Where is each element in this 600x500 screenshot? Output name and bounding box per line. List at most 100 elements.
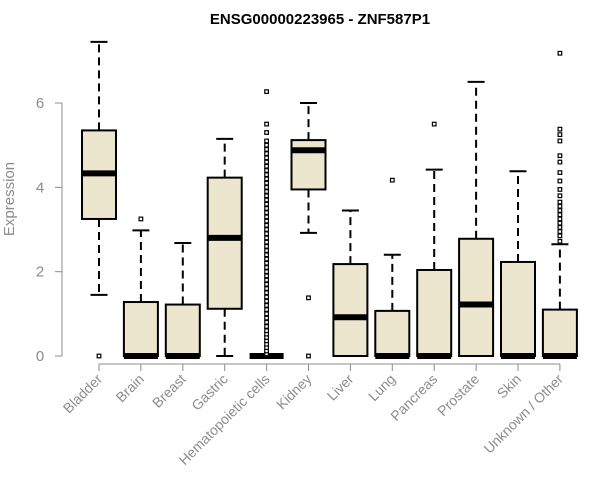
outlier-point [264,281,269,287]
outlier-point [264,319,269,325]
outlier-point [264,206,269,211]
outlier-point [264,142,269,148]
outlier-point [264,265,269,270]
x-tick-label: Brain [113,371,147,405]
outlier-point [264,239,269,245]
outlier-point [557,50,563,56]
box [374,309,411,357]
outlier-point [264,159,269,165]
outlier-point [264,307,269,313]
outlier-point [264,168,269,173]
outlier-point [264,256,269,262]
outlier-point [306,295,311,301]
box [500,260,536,357]
outlier-point [557,224,563,230]
outlier-point [264,294,269,300]
outlier-point [264,277,269,283]
outlier-point [264,197,269,203]
outlier-point [264,176,269,182]
box [541,308,578,358]
outlier-point [264,146,269,152]
outlier-point [557,212,563,218]
outlier-point [96,353,102,359]
outlier-point [264,273,269,279]
outlier-point [264,231,269,237]
box [206,176,243,310]
outlier-point [264,243,269,249]
y-axis-label: Expression [1,162,18,236]
outlier-point [306,353,311,359]
x-tick-label: Prostate [434,371,482,419]
x-tick-label: Pancreas [387,371,440,424]
outlier-point [264,180,269,186]
outlier-point [557,132,563,138]
outlier-point [557,233,563,239]
outlier-point [264,214,269,220]
x-tick-label: Skin [494,371,525,402]
outlier-point [557,203,563,209]
box [164,303,201,358]
y-tick-label: 6 [36,95,44,112]
outlier-point [557,220,563,226]
outlier-point [557,238,563,244]
y-tick-label: 0 [36,348,44,365]
outlier-point [557,216,563,222]
box [458,237,495,358]
outlier-point [264,311,269,317]
outlier-point [431,121,437,127]
outlier-point [557,229,563,235]
outlier-point [557,187,563,192]
outlier-point [264,286,269,291]
outlier-point [264,151,269,157]
outlier-point [264,89,269,95]
outlier-point [557,178,563,184]
outlier-point [264,328,269,334]
outlier-point [264,193,269,199]
outlier-point [264,218,269,224]
y-tick-label: 4 [36,179,44,196]
outlier-point [557,159,563,165]
outlier-point [264,130,269,135]
x-tick-label: Lung [365,371,398,404]
x-tick-label: Breast [149,371,189,411]
outlier-point [264,269,269,275]
outlier-point [264,252,269,258]
outlier-point [389,177,395,183]
outlier-point [557,138,563,144]
outlier-point [264,315,269,321]
box [122,301,159,358]
outlier-point [264,172,269,178]
outlier-point [557,126,563,132]
chart-title: ENSG00000223965 - ZNF587P1 [210,11,430,28]
outlier-point [264,290,269,296]
box [416,268,453,358]
y-tick-label: 2 [36,264,44,281]
outlier-point [264,184,269,190]
outlier-point [557,208,563,213]
outlier-point [264,227,269,232]
outlier-point [264,260,269,266]
x-tick-label: Unknown / Other [480,371,566,457]
outlier-point [264,303,269,308]
outlier-point [264,222,269,228]
outlier-point [264,163,269,169]
outlier-point [557,199,563,205]
outlier-point [264,201,269,207]
outlier-point [264,298,269,304]
outlier-point [264,324,269,329]
x-tick-label: Liver [324,371,357,404]
outlier-point [264,235,269,241]
outlier-point [264,248,269,253]
box [332,263,369,357]
x-tick-label: Bladder [60,371,106,417]
outlier-point [557,153,563,159]
outlier-point [557,193,563,199]
outlier-point [264,155,269,161]
outlier-point [264,138,269,144]
x-tick-label: Kidney [273,371,315,413]
outlier-point [264,189,269,194]
outlier-point [138,216,144,222]
outlier-point [264,121,269,127]
